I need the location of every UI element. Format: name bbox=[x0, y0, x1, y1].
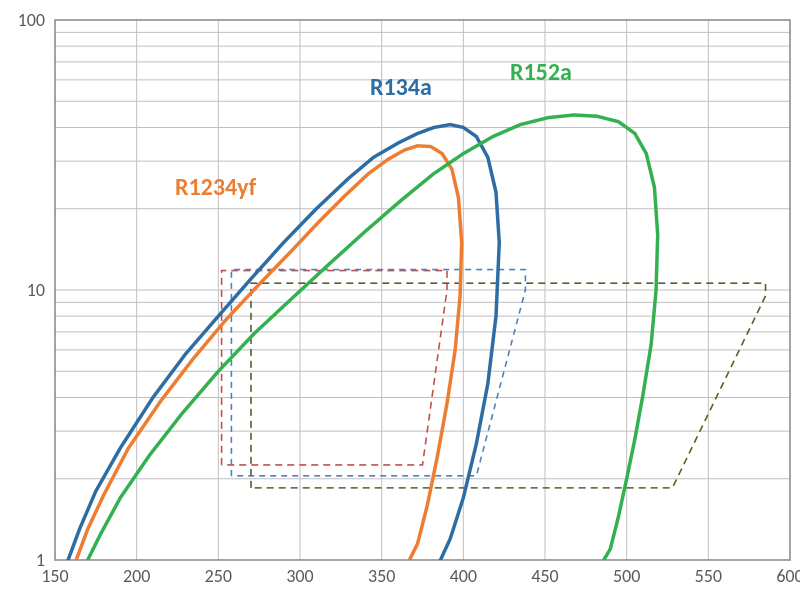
x-tick-label: 400 bbox=[450, 565, 477, 587]
series-label-R134a: R134a bbox=[370, 73, 432, 102]
x-tick-label: 500 bbox=[613, 565, 640, 587]
y-tick-label: 10 bbox=[27, 279, 45, 301]
x-tick-label: 250 bbox=[205, 565, 232, 587]
series-label-R1234yf: R1234yf bbox=[175, 173, 257, 202]
x-tick-label: 150 bbox=[41, 565, 68, 587]
x-tick-label: 300 bbox=[286, 565, 313, 587]
x-tick-label: 200 bbox=[123, 565, 150, 587]
x-tick-label: 450 bbox=[531, 565, 558, 587]
y-tick-label: 1 bbox=[36, 549, 45, 571]
x-tick-label: 550 bbox=[695, 565, 722, 587]
x-tick-label: 600 bbox=[776, 565, 800, 587]
x-tick-label: 350 bbox=[368, 565, 395, 587]
chart-svg: 150 200 250 300 350 400 450 500 550 600 1 10 100 R134… bbox=[0, 0, 800, 600]
chart: 150 200 250 300 350 400 450 500 550 600 1 10 100 R134… bbox=[0, 0, 800, 600]
y-tick-label: 100 bbox=[18, 9, 45, 31]
series-label-R152a: R152a bbox=[510, 58, 572, 87]
